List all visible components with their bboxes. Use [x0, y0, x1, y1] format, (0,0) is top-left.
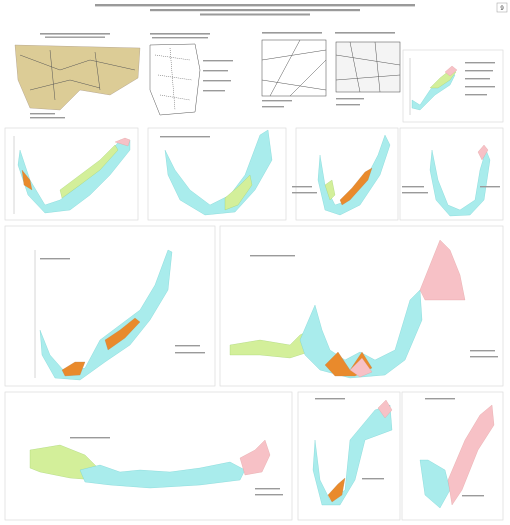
- legend-text: [465, 86, 495, 88]
- panel: [4, 225, 216, 387]
- map-frame: [261, 39, 327, 97]
- legend-text: [203, 60, 233, 62]
- legend-text: [470, 356, 498, 358]
- title-line: [95, 4, 415, 7]
- caption: [335, 32, 395, 34]
- legend-text: [203, 70, 228, 72]
- legend-text: [336, 104, 360, 106]
- caption: [40, 33, 110, 35]
- legend-text: [402, 192, 428, 194]
- layer: [377, 399, 393, 419]
- legend-text: [203, 90, 225, 92]
- layer: [317, 134, 391, 216]
- layer: [114, 137, 131, 147]
- map-1: [14, 33, 141, 119]
- caption: [315, 398, 345, 400]
- caption: [40, 258, 70, 260]
- caption: [160, 136, 210, 138]
- legend-text: [465, 62, 495, 64]
- caption: [152, 37, 208, 39]
- caption: [150, 33, 210, 35]
- map-2: [149, 33, 233, 116]
- legend-text: [336, 98, 364, 100]
- section-7: [4, 391, 293, 521]
- caption: [262, 32, 322, 34]
- map-frame: [335, 41, 401, 93]
- layer: [419, 239, 466, 301]
- section-2: [147, 127, 287, 221]
- section-6: [219, 225, 504, 387]
- legend-text: [175, 345, 200, 347]
- geologic-map: [14, 44, 141, 111]
- page-box: [496, 2, 508, 13]
- legend-text: [292, 192, 317, 194]
- title-line: [200, 13, 310, 16]
- section-5: [4, 225, 216, 387]
- map-lines: [261, 39, 327, 97]
- section-3: [292, 127, 399, 221]
- layer: [444, 65, 458, 77]
- layer: [477, 144, 489, 161]
- layer: [21, 169, 33, 191]
- caption: [45, 36, 105, 38]
- legend-text: [175, 352, 205, 354]
- section-8: [297, 391, 401, 521]
- layer: [59, 144, 119, 199]
- legend-text: [292, 186, 312, 188]
- caption: [425, 398, 455, 400]
- map-4: [335, 32, 401, 106]
- legend-text: [480, 186, 500, 188]
- legend-text: [262, 106, 284, 108]
- caption: [70, 437, 110, 439]
- layer: [429, 149, 491, 217]
- legend-text: [30, 117, 65, 119]
- layer: [447, 404, 495, 506]
- legend-text: [255, 488, 280, 490]
- layer: [324, 179, 336, 201]
- map-lines: [19, 49, 136, 101]
- section-0: [402, 49, 504, 123]
- layer: [104, 317, 141, 351]
- title-line: [150, 9, 360, 12]
- title-block: [95, 4, 415, 16]
- map-3: [261, 32, 327, 108]
- legend-text: [402, 186, 424, 188]
- layer: [224, 174, 253, 211]
- legend-text: [462, 495, 484, 497]
- page-number: 9: [500, 6, 504, 12]
- legend-text: [262, 100, 292, 102]
- outline-map: [149, 43, 201, 116]
- legend-text: [362, 478, 384, 480]
- legend-text: [203, 80, 231, 82]
- legend-text: [255, 494, 283, 496]
- caption: [250, 255, 295, 257]
- layer: [239, 439, 271, 476]
- layer: [327, 477, 346, 503]
- legend-text: [470, 350, 495, 352]
- layer: [79, 461, 246, 489]
- legend-text: [465, 94, 487, 96]
- legend-text: [465, 78, 490, 80]
- map-lines: [335, 41, 401, 93]
- layer: [339, 167, 373, 206]
- layer: [349, 357, 373, 378]
- legend-text: [465, 70, 493, 72]
- section-1: [4, 127, 139, 221]
- layer: [17, 139, 131, 214]
- layer: [61, 361, 86, 377]
- legend-text: [30, 113, 55, 115]
- section-9: [401, 391, 504, 521]
- section-4: [399, 127, 504, 221]
